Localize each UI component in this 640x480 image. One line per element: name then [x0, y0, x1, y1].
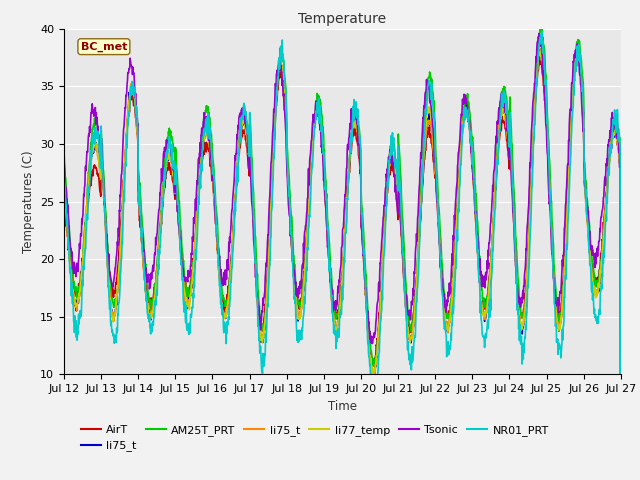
Text: BC_met: BC_met [81, 42, 127, 52]
Y-axis label: Temperatures (C): Temperatures (C) [22, 150, 35, 253]
Title: Temperature: Temperature [298, 12, 387, 26]
X-axis label: Time: Time [328, 400, 357, 413]
Legend: AirT, li75_t, AM25T_PRT, li75_t, li77_temp, Tsonic, NR01_PRT: AirT, li75_t, AM25T_PRT, li75_t, li77_te… [81, 425, 548, 451]
